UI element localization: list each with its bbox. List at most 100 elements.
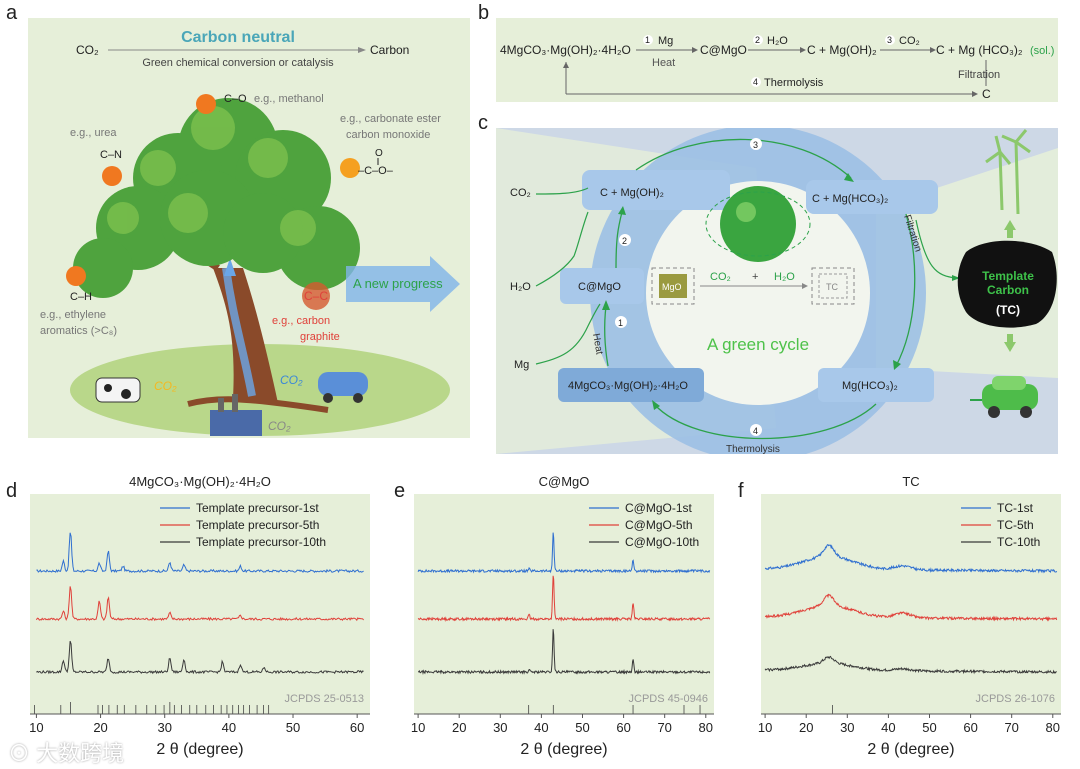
b-p3: C + Mg (HCO₃)₂ — [936, 43, 1023, 57]
panel-label-f: f — [738, 480, 744, 502]
c-co2: CO₂ — [710, 271, 731, 283]
x-tick-label: 60 — [963, 720, 977, 735]
xrd-line-1 — [417, 532, 711, 574]
legend-entry: C@MgO-1st — [625, 501, 693, 515]
a-cn-label: C–N — [100, 149, 122, 161]
panel-b: 4MgCO₃·Mg(OH)₂·4H₂O 1 Mg Heat C@MgO 2 H₂… — [496, 18, 1058, 102]
xrd-line-3 — [764, 655, 1057, 675]
x-tick-label: 70 — [657, 720, 671, 735]
legend-entry: C@MgO-10th — [625, 535, 699, 549]
b-filtration: Filtration — [958, 69, 1000, 81]
c-in-mg: Mg — [514, 359, 529, 371]
legend-entry: TC-10th — [997, 535, 1040, 549]
c-node2: C + Mg(HCO₃)₂ — [812, 193, 888, 205]
legend-entry: TC-5th — [997, 518, 1034, 532]
a-cc-label: C–C — [304, 289, 328, 303]
panel-label-c: c — [478, 112, 488, 134]
xrd-line-1 — [764, 544, 1058, 574]
b-s1-num: 1 — [645, 35, 650, 45]
b-p1: C@MgO — [700, 43, 747, 57]
b-s3-top: CO₂ — [899, 35, 920, 47]
x-tick-label: 40 — [222, 720, 236, 735]
panel-c: 3 2 1 4 C + Mg(OH)₂ C + Mg(HCO₃)₂ C@MgO … — [496, 128, 1058, 454]
chart-d: 4MgCO₃·Mg(OH)₂·4H₂O Template precursor-1s… — [29, 474, 370, 758]
svg-text:O: O — [375, 148, 383, 159]
b-s1-bot: Heat — [652, 57, 675, 69]
xrd-line-3 — [418, 629, 711, 675]
a-progress-label: A new progress — [353, 276, 443, 291]
carbon-neutral-title: Carbon neutral — [181, 29, 295, 46]
a-carbonate-eg1: e.g., carbonate ester — [340, 113, 441, 125]
panel-a: Carbon neutral CO₂ Carbon Green chemical… — [28, 18, 470, 438]
c-step3: 3 — [753, 140, 758, 150]
c-step2: 2 — [622, 236, 627, 246]
x-tick-label: 10 — [411, 720, 425, 735]
b-s4: Thermolysis — [764, 77, 824, 89]
x-tick-label: 50 — [286, 720, 300, 735]
car-icon — [318, 372, 368, 396]
panel-label-a: a — [6, 2, 18, 24]
b-start: 4MgCO₃·Mg(OH)₂·4H₂O — [500, 43, 631, 57]
watermark: ⊙ 大数跨境 — [8, 741, 125, 766]
a-co2-3: CO₂ — [268, 419, 291, 433]
a-subtitle: Green chemical conversion or catalysis — [142, 57, 334, 69]
c-plus: + — [752, 271, 758, 283]
chart-title: TC — [902, 474, 919, 489]
b-final: C — [982, 87, 991, 101]
xrd-line-2 — [764, 593, 1058, 622]
legend-entry: TC-1st — [997, 501, 1034, 515]
b-s4-num: 4 — [753, 77, 758, 87]
electric-car-icon — [970, 376, 1038, 418]
x-tick-label: 30 — [157, 720, 171, 735]
panel-label-e: e — [394, 480, 406, 502]
x-tick-label: 30 — [840, 720, 854, 735]
c-heat: Heat — [590, 333, 605, 356]
x-tick-label: 20 — [452, 720, 466, 735]
c-step1: 1 — [618, 318, 623, 328]
c-h2o: H₂O — [774, 271, 795, 283]
a-carbonate-eg2: carbon monoxide — [346, 129, 430, 141]
c-node4: 4MgCO₃·Mg(OH)₂·4H₂O — [568, 380, 688, 392]
a-co-label: C–O — [224, 93, 247, 105]
globe-icon — [720, 186, 796, 262]
c-mgo: MgO — [662, 282, 682, 292]
c-in-co2: CO₂ — [510, 187, 531, 199]
a-cn-eg: e.g., urea — [70, 127, 117, 139]
chart-f: TC TC-1st TC-5th TC-10th JCPDS 26-1076 10 20 30… — [758, 474, 1061, 758]
c-tc-l3: (TC) — [996, 303, 1020, 317]
a-carbonate-formula: –C–O– — [358, 165, 394, 177]
xrd-line-2 — [35, 586, 364, 622]
legend-entry: C@MgO-5th — [625, 518, 693, 532]
c-in-h2o: H₂O — [510, 281, 531, 293]
x-tick-label: 10 — [758, 720, 772, 735]
c-step4: 4 — [753, 426, 758, 436]
a-co-eg: e.g., methanol — [254, 93, 324, 105]
x-tick-label: 30 — [493, 720, 507, 735]
reference-label: JCPDS 45-0946 — [629, 693, 709, 705]
x-axis-label: 2 θ (degree) — [156, 741, 243, 758]
factory-icon — [210, 410, 262, 436]
a-ch-eg1: e.g., ethylene — [40, 309, 106, 321]
b-s2-top: H₂O — [767, 35, 788, 47]
c-node3: C@MgO — [578, 281, 621, 293]
a-ch-label: C–H — [70, 291, 92, 303]
x-tick-label: 60 — [616, 720, 630, 735]
x-axis-label: 2 θ (degree) — [867, 741, 954, 758]
x-tick-label: 20 — [93, 720, 107, 735]
x-tick-label: 80 — [699, 720, 713, 735]
c-tc-l2: Carbon — [987, 283, 1029, 297]
reference-label: JCPDS 25-0513 — [285, 693, 365, 705]
a-ch-eg2: aromatics (>C₈) — [40, 325, 117, 337]
a-carbon-right: Carbon — [370, 43, 409, 57]
template-carbon-blob — [957, 240, 1057, 328]
cow-icon — [95, 377, 141, 403]
a-co2-left: CO₂ — [76, 43, 99, 57]
wind-turbine-icon — [985, 129, 1031, 215]
x-tick-label: 40 — [534, 720, 548, 735]
a-co2-2: CO₂ — [280, 373, 303, 387]
b-p2: C + Mg(OH)₂ — [807, 43, 877, 57]
x-tick-label: 70 — [1004, 720, 1018, 735]
x-tick-label: 20 — [799, 720, 813, 735]
x-tick-label: 40 — [881, 720, 895, 735]
x-tick-label: 60 — [350, 720, 364, 735]
